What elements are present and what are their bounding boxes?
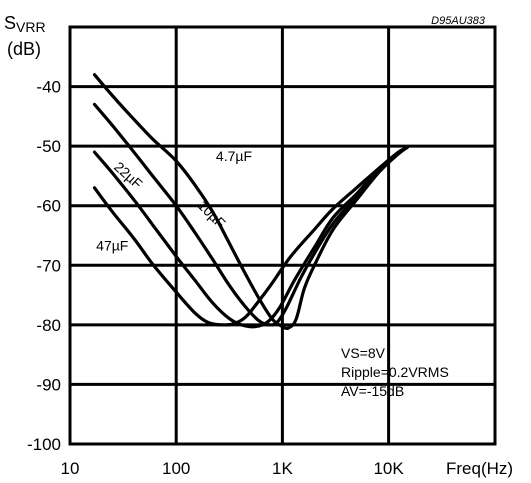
series-line-0 [92,73,409,330]
x-tick-label: 100 [162,459,190,478]
y-axis-label: SVRR [4,13,46,35]
chart-code: D95AU383 [431,15,486,27]
series-label-0: 4.7µF [216,148,252,164]
x-tick-label: 10K [373,459,404,478]
x-axis-label: Freq(Hz) [446,459,513,478]
y-tick-label: -40 [36,78,61,97]
y-axis-unit: (dB) [7,39,41,59]
series-line-1 [92,102,409,327]
y-tick-labels: -40 -50 -60 -70 -80 -90 -100 [27,78,61,454]
y-tick-label: -50 [36,137,61,156]
x-tick-label: 1K [272,459,293,478]
grid [70,27,495,444]
series-line-2 [92,145,409,329]
x-tick-labels: 10 100 1K 10K [61,459,405,478]
x-tick-label: 10 [61,459,80,478]
note-ripple: Ripple=0.2VRMS [341,364,449,380]
y-tick-label: -60 [36,197,61,216]
plot-frame [68,25,497,446]
series-label-3: 47µF [96,237,128,253]
y-tick-label: -100 [27,435,61,454]
series-label-2: 22µF [111,158,146,191]
y-tick-label: -90 [36,375,61,394]
curves [92,73,409,330]
conditions-note: VS=8V Ripple=0.2VRMS AV=-15dB [341,345,449,399]
note-vs: VS=8V [341,345,386,361]
note-av: AV=-15dB [341,383,404,399]
series-line-3 [92,145,409,327]
series-label-1: 10µF [195,197,229,231]
y-tick-label: -80 [36,316,61,335]
y-tick-label: -70 [36,256,61,275]
